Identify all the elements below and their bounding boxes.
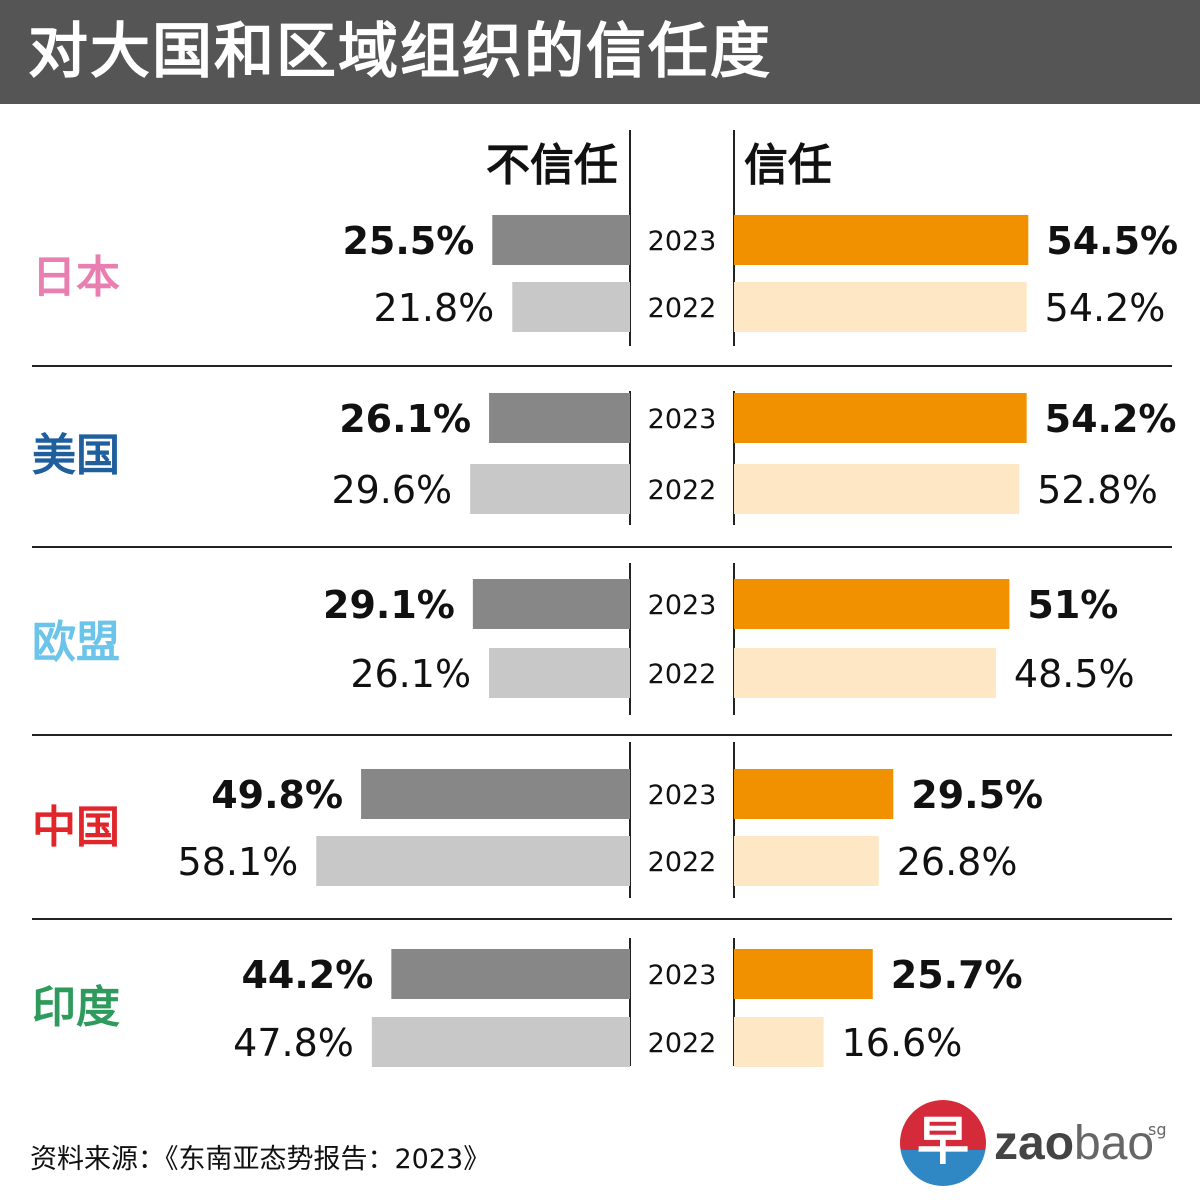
year-label: 2023 bbox=[648, 780, 717, 811]
distrust-value-label: 44.2% bbox=[241, 953, 373, 997]
trust-value-label: 48.5% bbox=[1014, 652, 1135, 696]
trust-value-label: 54.2% bbox=[1045, 286, 1166, 330]
trust-value-label: 54.5% bbox=[1046, 219, 1178, 263]
logo-circle-icon: 早 bbox=[900, 1100, 986, 1186]
trust-value-label: 29.5% bbox=[911, 773, 1043, 817]
distrust-bar bbox=[489, 648, 630, 698]
logo-word-bao: bao bbox=[1074, 1117, 1155, 1170]
chart-title: 对大国和区域组织的信任度 bbox=[28, 17, 772, 87]
year-label: 2022 bbox=[648, 659, 717, 690]
distrust-bar bbox=[470, 464, 630, 514]
trust-bar bbox=[734, 769, 894, 819]
country-label: 美国 bbox=[32, 430, 120, 481]
distrust-value-label: 21.8% bbox=[374, 286, 495, 330]
distrust-bar bbox=[489, 393, 630, 443]
trust-value-label: 16.6% bbox=[842, 1021, 963, 1065]
trust-value-label: 52.8% bbox=[1037, 468, 1158, 512]
trust-bar bbox=[734, 648, 996, 698]
trust-value-label: 25.7% bbox=[891, 953, 1023, 997]
distrust-bar bbox=[371, 1017, 630, 1067]
title-bar: 对大国和区域组织的信任度 bbox=[0, 0, 1200, 104]
trust-bar bbox=[734, 282, 1027, 332]
year-label: 2023 bbox=[648, 404, 717, 435]
zaobao-logo: 早 zaobao sg bbox=[900, 1100, 1180, 1190]
year-label: 2022 bbox=[648, 475, 717, 506]
year-label: 2022 bbox=[648, 847, 717, 878]
trust-value-label: 26.8% bbox=[897, 840, 1018, 884]
trust-bar bbox=[734, 215, 1029, 265]
year-label: 2023 bbox=[648, 226, 717, 257]
trust-value-label: 54.2% bbox=[1045, 397, 1177, 441]
trust-bar bbox=[734, 949, 873, 999]
distrust-bar bbox=[316, 836, 630, 886]
distrust-value-label: 26.1% bbox=[350, 652, 471, 696]
trust-bar bbox=[734, 464, 1020, 514]
trust-bar bbox=[734, 393, 1027, 443]
country-label: 中国 bbox=[32, 802, 120, 853]
distrust-bar bbox=[472, 579, 630, 629]
trust-header: 信任 bbox=[744, 140, 832, 191]
distrust-value-label: 58.1% bbox=[178, 840, 299, 884]
chart-layer: 日本 25.5% 54.5% 2023 21.8% 54.2% 2022 美国 26.1% 54.… bbox=[32, 130, 1178, 1067]
country-label: 印度 bbox=[32, 982, 120, 1033]
logo-word-zao: zao bbox=[994, 1117, 1075, 1170]
year-label: 2023 bbox=[648, 960, 717, 991]
trust-value-label: 51% bbox=[1027, 583, 1118, 627]
year-label: 2023 bbox=[648, 590, 717, 621]
trust-bar bbox=[734, 579, 1010, 629]
distrust-bar bbox=[512, 282, 630, 332]
distrust-value-label: 26.1% bbox=[339, 397, 471, 441]
year-label: 2022 bbox=[648, 293, 717, 324]
distrust-bar bbox=[492, 215, 630, 265]
trust-bar bbox=[734, 1017, 824, 1067]
distrust-value-label: 49.8% bbox=[211, 773, 343, 817]
distrust-header: 不信任 bbox=[486, 140, 618, 191]
distrust-bar bbox=[361, 769, 630, 819]
year-label: 2022 bbox=[648, 1028, 717, 1059]
trust-bar bbox=[734, 836, 879, 886]
distrust-value-label: 47.8% bbox=[233, 1021, 354, 1065]
logo-glyph: 早 bbox=[916, 1112, 969, 1172]
distrust-value-label: 25.5% bbox=[342, 219, 474, 263]
distrust-bar bbox=[391, 949, 630, 999]
distrust-value-label: 29.1% bbox=[323, 583, 455, 627]
distrust-value-label: 29.6% bbox=[331, 468, 452, 512]
country-label: 欧盟 bbox=[32, 617, 120, 668]
logo-wordmark: zaobao bbox=[994, 1114, 1154, 1174]
source-note: 资料来源：《东南亚态势报告：2023》 bbox=[30, 1144, 491, 1175]
logo-suffix: sg bbox=[1148, 1120, 1167, 1139]
country-label: 日本 bbox=[32, 252, 120, 303]
